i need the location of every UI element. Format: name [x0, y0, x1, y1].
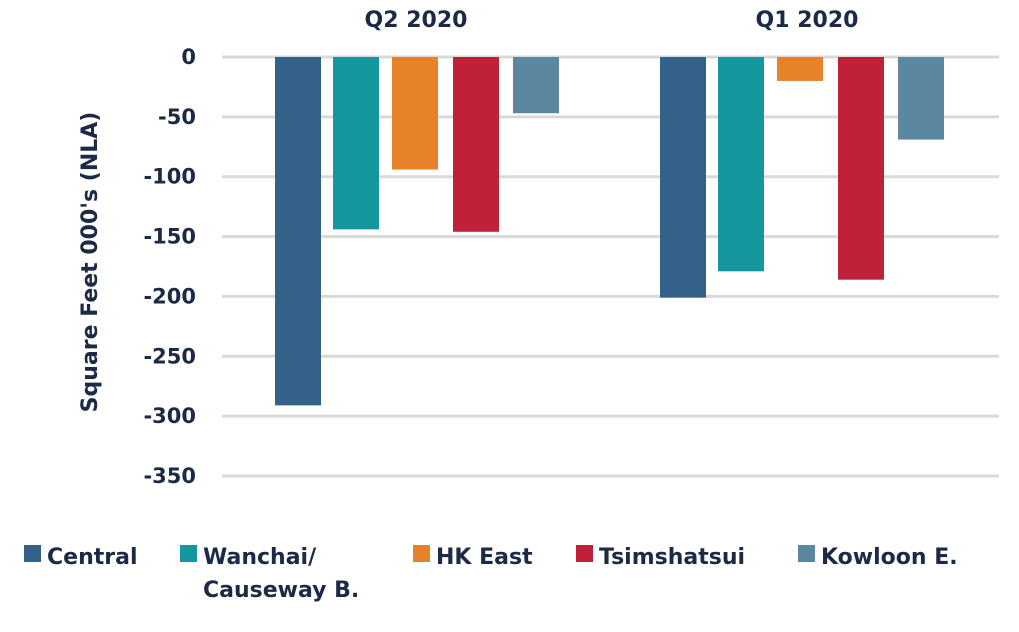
bar-wanchai-causeway-b-q2-2020 — [333, 57, 379, 230]
bar-hk-east-q1-2020 — [777, 57, 823, 81]
y-tick-label: 0 — [181, 45, 196, 69]
y-tick-label: -150 — [143, 225, 196, 249]
y-tick-label: -200 — [143, 284, 196, 308]
legend-swatch — [180, 545, 197, 562]
bars — [275, 57, 944, 406]
y-tick-label: -350 — [143, 464, 196, 488]
legend-swatch — [576, 545, 593, 562]
y-tick-label: -300 — [143, 404, 196, 428]
y-axis-ticks: 0 -50 -100 -150 -200 -250 -300 -350 — [143, 45, 196, 488]
bar-kowloon-e-q2-2020 — [513, 57, 559, 114]
legend-label: Kowloon E. — [821, 545, 958, 570]
legend-label-line: HK East — [436, 545, 533, 570]
bar-central-q2-2020 — [275, 57, 321, 406]
legend-swatch — [798, 545, 815, 562]
legend: Central Wanchai/Causeway B. HK East Tsimsha… — [24, 545, 958, 603]
legend-swatch — [413, 545, 430, 562]
bar-central-q1-2020 — [660, 57, 706, 298]
y-tick-label: -250 — [143, 344, 196, 368]
legend-label: HK East — [436, 545, 533, 570]
legend-label-line: Tsimshatsui — [599, 545, 745, 570]
legend-label-line: Wanchai/ — [203, 545, 317, 570]
legend-label: Tsimshatsui — [599, 545, 745, 570]
bar-wanchai-causeway-b-q1-2020 — [718, 57, 764, 272]
legend-label: Wanchai/Causeway B. — [203, 545, 359, 603]
legend-label-line: Causeway B. — [203, 578, 359, 603]
legend-label-line: Central — [47, 545, 137, 570]
legend-swatch — [24, 545, 41, 562]
legend-label: Central — [47, 545, 137, 570]
bar-hk-east-q2-2020 — [392, 57, 438, 170]
y-axis-title: Square Feet 000's (NLA) — [78, 112, 103, 413]
bar-tsimshatsui-q1-2020 — [838, 57, 884, 280]
y-tick-label: -100 — [143, 165, 196, 189]
group-label: Q2 2020 — [365, 8, 468, 33]
y-tick-label: -50 — [158, 105, 196, 129]
legend-label-line: Kowloon E. — [821, 545, 958, 570]
group-labels: Q2 2020 Q1 2020 — [365, 8, 859, 33]
group-label: Q1 2020 — [756, 8, 859, 33]
bar-kowloon-e-q1-2020 — [898, 57, 944, 140]
bar-tsimshatsui-q2-2020 — [453, 57, 499, 232]
